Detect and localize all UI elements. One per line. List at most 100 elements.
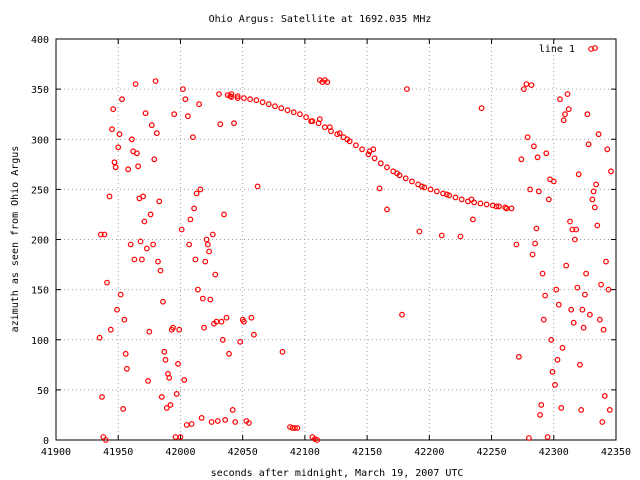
data-point [188, 421, 195, 427]
data-point [552, 382, 558, 388]
data-point [588, 46, 594, 52]
y-tick-label: 300 [31, 135, 49, 146]
data-point [314, 437, 321, 443]
data-point [409, 178, 415, 185]
data-point [591, 204, 598, 211]
data-point [567, 218, 573, 225]
data-point [438, 232, 445, 239]
data-point [182, 96, 189, 103]
data-point [585, 141, 592, 148]
data-point [240, 318, 247, 325]
data-point [384, 164, 390, 171]
data-point [377, 160, 384, 167]
data-point [578, 407, 585, 413]
data-point [521, 86, 527, 92]
data-point [603, 258, 609, 265]
data-point [402, 175, 409, 182]
data-point [234, 95, 241, 101]
data-point [308, 118, 315, 125]
data-point [170, 324, 176, 331]
data-point [470, 216, 476, 223]
data-point [145, 378, 152, 384]
data-point [198, 415, 205, 421]
data-point [583, 270, 589, 277]
data-point [558, 405, 565, 411]
data-point [171, 111, 178, 118]
data-point [167, 402, 174, 408]
data-point [207, 296, 214, 303]
data-point [109, 126, 115, 133]
data-point [183, 422, 190, 428]
data-point [153, 130, 160, 137]
data-point [172, 434, 179, 440]
data-point [222, 417, 229, 423]
x-tick-label: 42050 [228, 447, 258, 458]
data-point [554, 356, 561, 363]
data-point [478, 105, 485, 112]
data-point [394, 170, 400, 177]
data-point [535, 188, 542, 195]
data-point [106, 193, 113, 200]
x-tick-label: 42300 [539, 447, 569, 458]
data-point [219, 336, 226, 343]
data-point [202, 258, 209, 265]
data-points [96, 46, 614, 443]
data-point [580, 324, 587, 331]
data-point [140, 193, 147, 200]
data-point [117, 291, 124, 298]
data-point [483, 201, 490, 208]
data-point [545, 196, 552, 203]
data-point [608, 168, 614, 175]
data-point [265, 101, 272, 108]
data-point [433, 188, 440, 195]
data-point [184, 113, 191, 120]
data-point [104, 279, 110, 286]
data-point [166, 374, 173, 381]
data-point [553, 286, 560, 293]
data-point [196, 101, 203, 108]
y-axis-label: azimuth as seen from Ohio Argus [10, 146, 21, 333]
chart-title: Ohio Argus: Satellite at 1692.035 MHz [209, 14, 432, 25]
data-point [353, 142, 359, 149]
data-point [539, 270, 546, 277]
data-point [186, 241, 193, 248]
data-point [137, 238, 144, 245]
data-point [605, 286, 612, 293]
data-point [97, 231, 104, 238]
data-point [237, 338, 244, 345]
x-tick-labels: 41900 41950 42000 42050 42100 42150 42200 42250… [41, 447, 631, 458]
data-point [376, 185, 383, 192]
data-point [146, 328, 153, 335]
data-point [297, 111, 303, 118]
data-point [199, 295, 206, 302]
data-point [564, 91, 571, 97]
data-point [593, 181, 599, 188]
data-point [572, 236, 578, 243]
data-point [371, 155, 378, 162]
data-point [457, 233, 464, 240]
data-point [121, 316, 128, 323]
data-point [523, 81, 530, 87]
data-point [294, 425, 301, 431]
data-point [606, 407, 613, 413]
data-point [223, 314, 230, 321]
data-point [365, 151, 372, 158]
data-point [540, 316, 547, 323]
data-point [162, 356, 169, 363]
data-point [221, 211, 227, 218]
data-point [284, 107, 291, 114]
data-point [152, 78, 159, 84]
data-point [189, 134, 196, 141]
data-point [575, 171, 582, 178]
data-point [197, 186, 204, 193]
x-tick-label: 42150 [352, 447, 382, 458]
data-point [96, 334, 103, 341]
data-point [531, 143, 537, 150]
data-point [359, 146, 366, 153]
data-point [595, 131, 602, 138]
data-point [99, 394, 105, 400]
data-point [601, 393, 608, 399]
data-point [128, 136, 135, 143]
data-point [569, 226, 576, 233]
data-point [587, 311, 593, 318]
